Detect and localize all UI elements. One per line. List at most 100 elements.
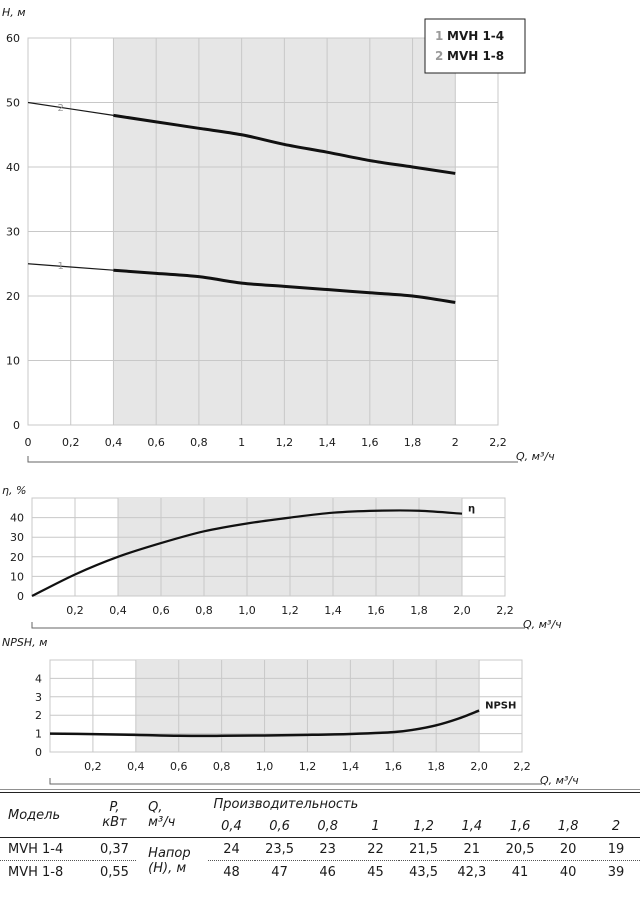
q-value: 1 bbox=[371, 818, 380, 834]
q-value: 1,4 bbox=[461, 818, 483, 834]
col-model: Модель bbox=[0, 792, 93, 838]
head-series-label-2: 2 bbox=[58, 103, 64, 114]
col-q-l1: Q, bbox=[148, 800, 163, 815]
head-x-tick: 0 bbox=[25, 436, 32, 449]
q-value: 1,8 bbox=[557, 818, 579, 834]
npsh-y-tick: 1 bbox=[35, 728, 42, 741]
col-perf: Производительность bbox=[207, 792, 640, 815]
head-y-tick: 20 bbox=[6, 290, 20, 303]
q-value: 2 bbox=[611, 818, 621, 834]
npsh-y-tick: 0 bbox=[35, 746, 42, 759]
table-row: MVH 1-4 0,37 Напор (Н), м 24 23,5 23 22 21,5… bbox=[0, 837, 640, 876]
head-x-tick: 2,2 bbox=[489, 436, 507, 449]
head-series-label-1: 1 bbox=[58, 261, 64, 272]
head-y-label: H, м bbox=[2, 6, 26, 19]
col-q: Q, м³/ч bbox=[136, 792, 208, 838]
head-value: 40 bbox=[559, 864, 577, 880]
npsh-x-tick: 1,6 bbox=[385, 760, 403, 773]
q-values-row: 0,4 0,6 0,8 1 1,2 1,4 1,6 1,8 2 bbox=[0, 815, 640, 838]
head-value: 20 bbox=[559, 841, 577, 857]
head-value: 45 bbox=[367, 864, 384, 880]
head-series-1 bbox=[113, 268, 456, 304]
head-x-tick: 0,8 bbox=[190, 436, 208, 449]
head-x-tick: 0,6 bbox=[147, 436, 165, 449]
head-x-tick: 1,2 bbox=[276, 436, 294, 449]
legend-box bbox=[424, 18, 526, 74]
efficiency-x-tick: 1,8 bbox=[410, 604, 428, 617]
efficiency-x-label: Q, м³/ч bbox=[523, 618, 562, 631]
npsh-x-label: Q, м³/ч bbox=[540, 774, 579, 787]
head-value: 47 bbox=[271, 864, 288, 880]
head-y-tick: 30 bbox=[6, 226, 20, 239]
head-y-tick: 40 bbox=[6, 161, 20, 174]
row-power: 0,55 bbox=[99, 864, 129, 880]
col-q-l2: м³/ч bbox=[148, 815, 176, 830]
npsh-x-tick: 1,0 bbox=[256, 760, 274, 773]
efficiency-x-tick: 0,8 bbox=[195, 604, 213, 617]
npsh-y-tick: 4 bbox=[35, 672, 42, 685]
head-value: 43,5 bbox=[409, 864, 439, 880]
npsh-x-tick: 1,4 bbox=[342, 760, 360, 773]
efficiency-y-tick: 0 bbox=[17, 590, 24, 603]
head-value: 46 bbox=[319, 864, 336, 880]
npsh-x-tick: 1,8 bbox=[427, 760, 445, 773]
head-series-2-extension bbox=[27, 101, 114, 116]
efficiency-x-tick: 1,2 bbox=[281, 604, 299, 617]
head-y-tick: 10 bbox=[6, 355, 20, 368]
col-power-l2: кВт bbox=[102, 815, 127, 830]
head-value: 24 bbox=[223, 841, 240, 857]
col-power: P, кВт bbox=[92, 792, 137, 838]
npsh-x-tick: 2,2 bbox=[513, 760, 531, 773]
npsh-y-label: NPSH, м bbox=[2, 636, 47, 649]
q-value: 0,6 bbox=[269, 818, 290, 834]
efficiency-y-tick: 40 bbox=[10, 512, 24, 525]
head-value: 42,3 bbox=[457, 864, 487, 880]
legend-num: 2 bbox=[435, 49, 443, 63]
npsh-x-tick: 0,8 bbox=[213, 760, 231, 773]
head-x-tick: 0,4 bbox=[105, 436, 123, 449]
head-x-label: Q, м³/ч bbox=[516, 450, 555, 463]
efficiency-y-tick: 20 bbox=[10, 551, 24, 564]
head-value: 39 bbox=[607, 864, 625, 880]
npsh-y-tick: 3 bbox=[35, 691, 42, 704]
npsh-x-tick: 0,6 bbox=[170, 760, 188, 773]
efficiency-x-tick: 0,2 bbox=[66, 604, 84, 617]
legend-label: MVH 1-8 bbox=[447, 49, 504, 63]
head-y-tick: 50 bbox=[6, 97, 20, 110]
head-value: 20,5 bbox=[505, 841, 535, 857]
head-y-tick: 0 bbox=[13, 419, 20, 432]
head-value: 19 bbox=[607, 841, 625, 857]
head-x-tick: 1,4 bbox=[318, 436, 336, 449]
head-value: 22 bbox=[367, 841, 384, 857]
efficiency-x-tick: 0,4 bbox=[109, 604, 127, 617]
head-value: 23 bbox=[319, 841, 336, 857]
npsh-series-label: NPSH bbox=[485, 701, 516, 712]
row-model: MVH 1-8 bbox=[8, 864, 64, 880]
head-value: 21,5 bbox=[409, 841, 439, 857]
head-x-tick: 1,6 bbox=[361, 436, 379, 449]
q-value: 1,6 bbox=[509, 818, 531, 834]
head-axis-bracket bbox=[27, 456, 518, 463]
q-value: 0,8 bbox=[317, 818, 339, 834]
npsh-series-line bbox=[49, 709, 480, 738]
npsh-x-tick: 2,0 bbox=[470, 760, 488, 773]
head-label-l1: Напор bbox=[148, 845, 191, 861]
col-power-l1: P, bbox=[109, 800, 120, 815]
table-row: MVH 1-8 0,55 48 47 46 45 43,5 42,3 41 40 39 bbox=[0, 860, 640, 884]
row-power: 0,37 bbox=[99, 841, 129, 857]
head-x-tick: 1 bbox=[238, 436, 245, 449]
efficiency-y-label: η, % bbox=[2, 484, 26, 497]
q-value: 0,4 bbox=[221, 818, 242, 834]
efficiency-series-line bbox=[31, 509, 463, 597]
npsh-y-tick: 2 bbox=[35, 709, 42, 722]
head-series-1-extension bbox=[27, 263, 114, 271]
head-value: 21 bbox=[463, 841, 481, 857]
row-model: MVH 1-4 bbox=[8, 841, 64, 857]
head-label: Напор (Н), м bbox=[136, 838, 207, 884]
efficiency-x-tick: 0,6 bbox=[152, 604, 170, 617]
head-value: 41 bbox=[511, 864, 529, 880]
head-value: 23,5 bbox=[265, 841, 295, 857]
head-x-tick: 0,2 bbox=[62, 436, 80, 449]
efficiency-x-tick: 1,0 bbox=[238, 604, 256, 617]
